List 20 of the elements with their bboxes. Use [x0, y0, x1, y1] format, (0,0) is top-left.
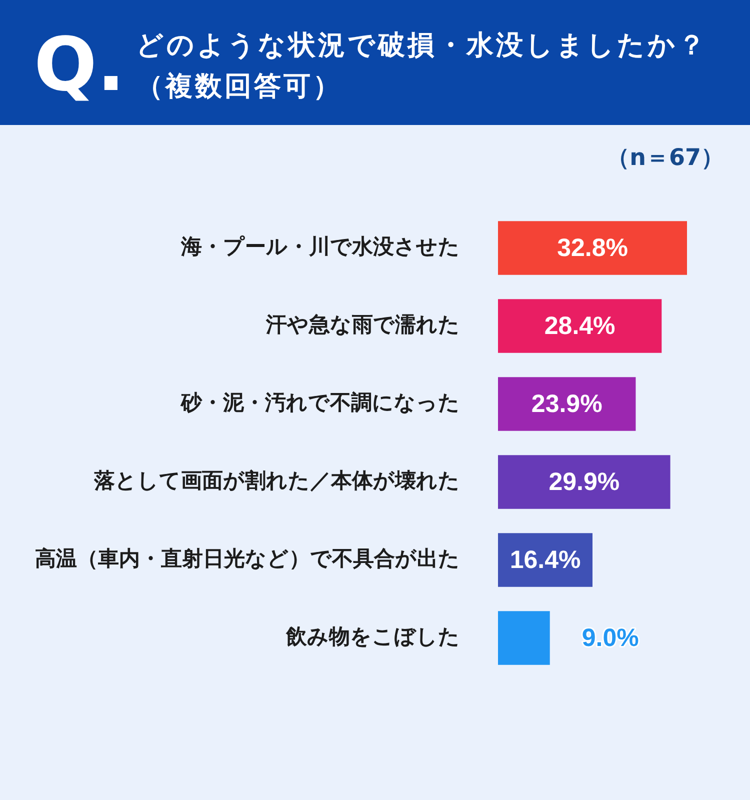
y-tick-label: 砂・泥・汚れで不調になった: [180, 390, 460, 414]
bar: [498, 377, 636, 431]
data-label: 32.8%: [557, 234, 628, 262]
bar: [498, 299, 662, 353]
bar: [498, 221, 687, 275]
y-tick-label: 飲み物をこぼした: [285, 624, 460, 648]
data-label: 28.4%: [544, 312, 616, 340]
y-tick-label: 海・プール・川で水没させた: [180, 234, 460, 258]
data-label: 23.9%: [531, 390, 602, 418]
text: Q.: [34, 22, 126, 108]
y-tick-label: 高温（車内・直射日光など）で不具合が出た: [35, 546, 460, 570]
data-label: 29.9%: [548, 468, 620, 496]
y-tick-label: 落として画面が割れた／本体が壊れた: [93, 468, 460, 492]
y-tick-label: 汗や急な雨で濡れた: [265, 312, 460, 336]
chart-title: どのような状況で破損・水没しましたか？（複数回答可）: [136, 29, 708, 104]
chart-subtitle: （n＝67）: [606, 144, 724, 173]
data-label: 16.4%: [510, 546, 581, 574]
data-label: 9.0%: [582, 624, 639, 652]
bar: [498, 455, 670, 509]
bar: [498, 611, 550, 665]
